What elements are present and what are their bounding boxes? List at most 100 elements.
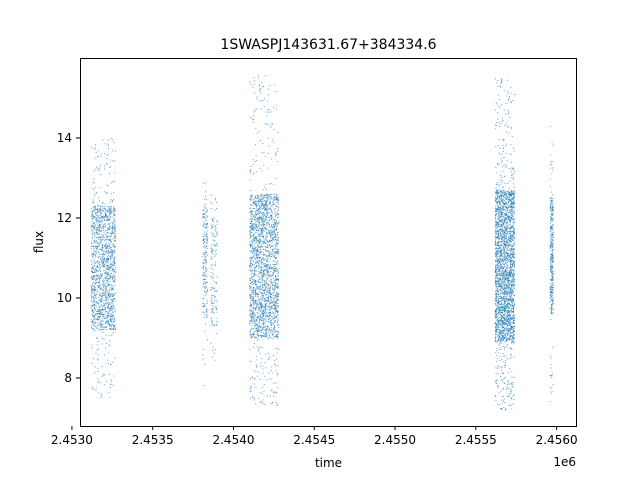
data-point bbox=[502, 326, 504, 328]
data-point bbox=[269, 225, 271, 227]
data-point bbox=[94, 216, 96, 218]
data-point bbox=[271, 230, 273, 232]
data-point bbox=[101, 396, 103, 398]
data-point bbox=[251, 242, 253, 244]
data-point bbox=[210, 258, 212, 260]
data-point bbox=[272, 107, 274, 109]
data-point bbox=[111, 265, 113, 267]
data-point bbox=[267, 299, 269, 301]
data-point bbox=[263, 300, 265, 302]
data-point bbox=[251, 229, 253, 231]
data-point bbox=[262, 207, 264, 209]
data-point bbox=[507, 245, 509, 247]
data-point bbox=[202, 267, 204, 269]
data-point bbox=[106, 297, 108, 299]
data-point bbox=[100, 300, 102, 302]
data-point bbox=[264, 274, 266, 276]
data-point bbox=[203, 297, 205, 299]
data-point bbox=[107, 284, 109, 286]
data-point bbox=[260, 108, 262, 110]
data-point bbox=[105, 311, 107, 313]
data-point bbox=[249, 226, 251, 228]
data-point bbox=[264, 315, 266, 317]
data-point bbox=[505, 202, 507, 204]
data-point bbox=[107, 268, 109, 270]
data-point bbox=[257, 288, 259, 290]
data-point bbox=[103, 244, 105, 246]
data-point bbox=[96, 211, 98, 213]
data-point bbox=[497, 335, 499, 337]
data-point bbox=[510, 236, 512, 238]
data-point bbox=[259, 198, 261, 200]
data-point bbox=[254, 248, 256, 250]
data-point bbox=[105, 318, 107, 320]
data-point bbox=[105, 297, 107, 299]
data-point bbox=[257, 234, 259, 236]
data-point bbox=[509, 293, 511, 295]
data-point bbox=[510, 329, 512, 331]
data-point bbox=[266, 233, 268, 235]
data-point bbox=[263, 227, 265, 229]
data-point bbox=[95, 232, 97, 234]
data-point bbox=[266, 212, 268, 214]
data-point bbox=[270, 278, 272, 280]
data-point bbox=[251, 276, 253, 278]
data-point bbox=[98, 262, 100, 264]
data-point bbox=[258, 326, 260, 328]
data-point bbox=[508, 395, 510, 397]
data-point bbox=[258, 299, 260, 301]
data-point bbox=[274, 244, 276, 246]
data-point bbox=[499, 323, 501, 325]
data-point bbox=[96, 223, 98, 225]
data-point bbox=[257, 304, 259, 306]
data-point bbox=[109, 238, 111, 240]
data-point bbox=[251, 241, 253, 243]
data-point bbox=[276, 291, 278, 293]
data-point bbox=[249, 390, 251, 392]
data-point bbox=[90, 294, 92, 296]
data-point bbox=[113, 324, 115, 326]
data-point bbox=[253, 240, 255, 242]
data-point bbox=[262, 295, 264, 297]
data-point bbox=[497, 307, 499, 309]
data-point bbox=[275, 269, 277, 271]
data-point bbox=[112, 315, 114, 317]
data-point bbox=[495, 251, 497, 253]
data-point bbox=[102, 282, 104, 284]
data-point bbox=[211, 276, 213, 278]
data-point bbox=[267, 313, 269, 315]
data-point bbox=[274, 306, 276, 308]
data-point bbox=[268, 276, 270, 278]
data-point bbox=[93, 206, 95, 208]
data-point bbox=[261, 267, 263, 269]
data-point bbox=[267, 257, 269, 259]
data-point bbox=[252, 256, 254, 258]
data-point bbox=[261, 305, 263, 307]
data-point bbox=[107, 298, 109, 300]
data-point bbox=[505, 206, 507, 208]
data-point bbox=[270, 276, 272, 278]
data-point bbox=[212, 324, 214, 326]
data-point bbox=[265, 288, 267, 290]
data-point bbox=[107, 314, 109, 316]
data-point bbox=[265, 305, 267, 307]
data-point bbox=[257, 335, 259, 337]
data-point bbox=[255, 236, 257, 238]
data-point bbox=[510, 338, 512, 340]
data-point bbox=[273, 314, 275, 316]
data-point bbox=[278, 293, 280, 295]
data-point bbox=[97, 256, 99, 258]
data-point bbox=[205, 236, 207, 238]
data-point bbox=[254, 314, 256, 316]
data-point bbox=[269, 274, 271, 276]
data-point bbox=[211, 294, 213, 296]
data-point bbox=[252, 224, 254, 226]
data-point bbox=[254, 378, 255, 380]
data-point bbox=[275, 241, 277, 243]
data-point bbox=[109, 209, 111, 211]
data-point bbox=[261, 218, 263, 220]
data-point bbox=[500, 263, 502, 265]
data-point bbox=[266, 293, 268, 295]
data-point bbox=[106, 210, 108, 212]
data-point bbox=[203, 234, 205, 236]
